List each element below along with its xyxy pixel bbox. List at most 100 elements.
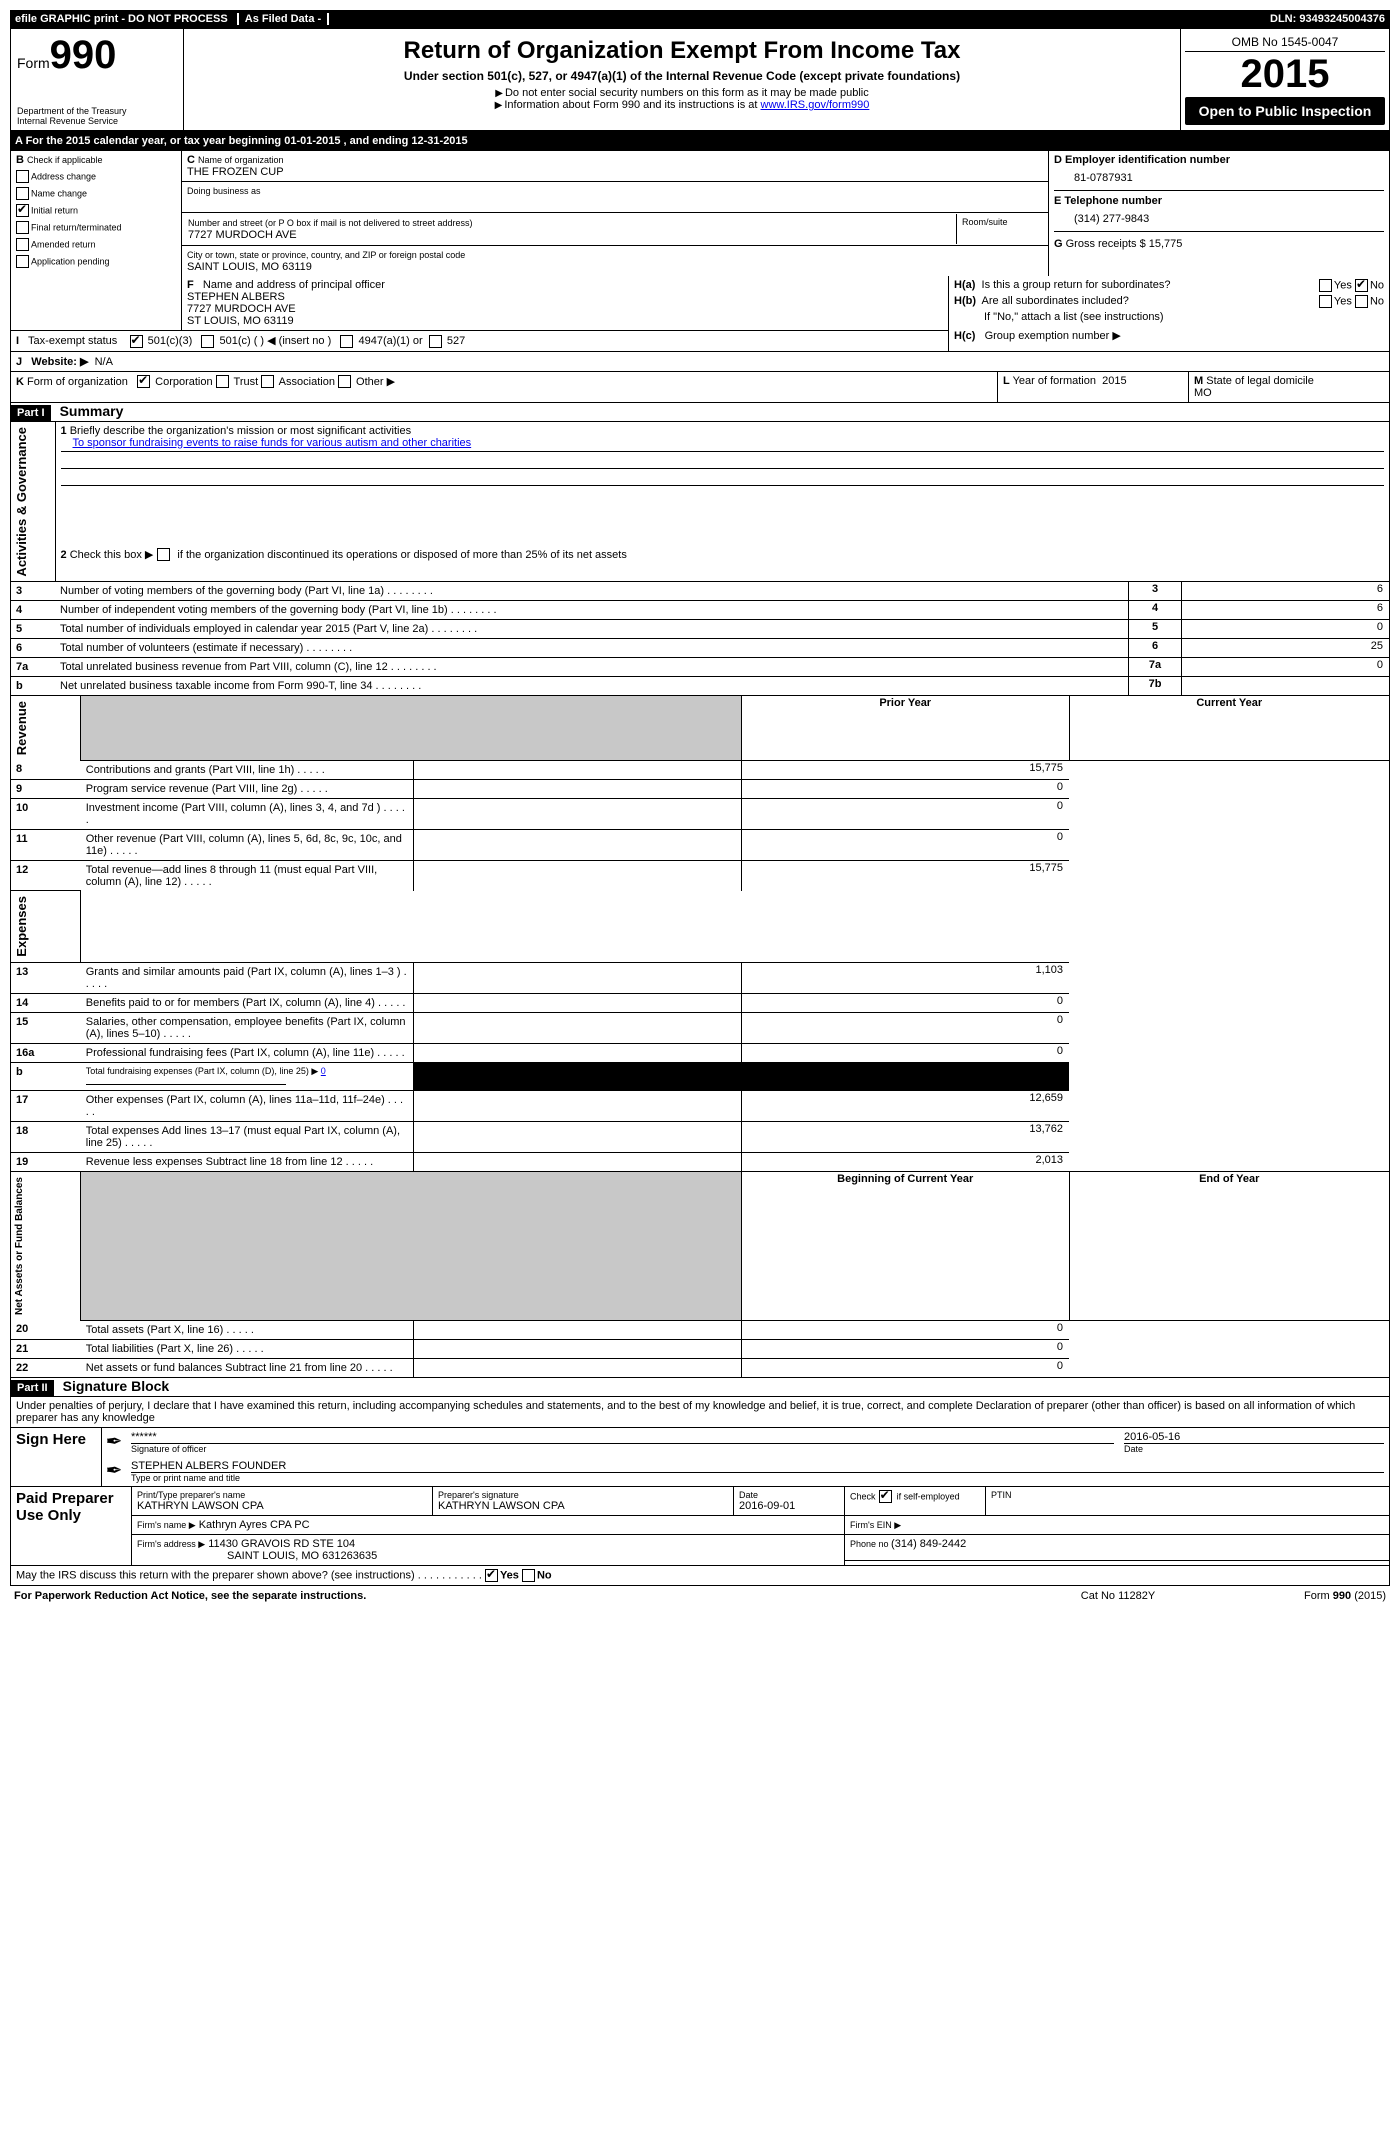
- curr-val: 15,775: [741, 860, 1069, 891]
- row-num: 21: [11, 1339, 81, 1358]
- b-checkbox[interactable]: [16, 187, 29, 200]
- may-no: No: [537, 1569, 552, 1581]
- row-code: 3: [1129, 582, 1182, 601]
- part2-title: Signature Block: [57, 1378, 170, 1394]
- k-checkbox[interactable]: [137, 375, 150, 388]
- section-c-name: C Name of organization THE FROZEN CUP: [182, 151, 1049, 182]
- row-val: 6: [1182, 582, 1390, 601]
- hdr-end: End of Year: [1069, 1172, 1390, 1321]
- ha-no-chk[interactable]: [1355, 279, 1368, 292]
- dba-row: Doing business as: [182, 182, 1049, 213]
- phone-l: Phone no: [850, 1539, 891, 1549]
- may-yes-chk[interactable]: [485, 1569, 498, 1582]
- row-num: 19: [11, 1153, 81, 1172]
- firm-addr2: SAINT LOUIS, MO 631263635: [137, 1550, 377, 1562]
- prior-val: [413, 860, 741, 891]
- self-emp-chk[interactable]: [879, 1490, 892, 1503]
- curr-val: 1,103: [741, 963, 1069, 994]
- l2-chk[interactable]: [157, 548, 170, 561]
- k-checkbox[interactable]: [261, 375, 274, 388]
- row-text: Total revenue—add lines 8 through 11 (mu…: [81, 860, 413, 891]
- city: SAINT LOUIS, MO 63119: [187, 261, 312, 273]
- row-text: Other expenses (Part IX, column (A), lin…: [81, 1091, 413, 1122]
- l-text: Year of formation: [1013, 375, 1096, 387]
- prep-c4b: if self-employed: [897, 1491, 960, 1501]
- i-501c3-chk[interactable]: [130, 335, 143, 348]
- b-item-label: Initial return: [31, 205, 78, 215]
- may-yes: Yes: [500, 1569, 519, 1581]
- row-num: 7a: [11, 658, 56, 677]
- header-left: Form990 Department of the Treasury Inter…: [11, 29, 184, 131]
- hb-label: H(b): [954, 295, 976, 307]
- topbar-mid: As Filed Data -: [237, 13, 329, 25]
- prep-sig: KATHRYN LAWSON CPA: [438, 1500, 728, 1512]
- m-text: State of legal domicile: [1206, 375, 1314, 387]
- street-label: Number and street (or P O box if mail is…: [188, 218, 472, 228]
- fin-row: 10 Investment income (Part VIII, column …: [11, 798, 1390, 829]
- fin-row: 14 Benefits paid to or for members (Part…: [11, 994, 1390, 1013]
- footer-row: For Paperwork Reduction Act Notice, see …: [10, 1586, 1390, 1606]
- year-formation: 2015: [1102, 375, 1126, 387]
- city-row: City or town, state or province, country…: [182, 246, 1049, 277]
- i-label: I: [16, 335, 19, 347]
- i-501c-chk[interactable]: [201, 335, 214, 348]
- k-checkbox[interactable]: [338, 375, 351, 388]
- b-checkbox[interactable]: [16, 221, 29, 234]
- omb: OMB No 1545-0047: [1185, 33, 1385, 52]
- b-checkbox[interactable]: [16, 170, 29, 183]
- section-m: M State of legal domicile MO: [1189, 372, 1390, 403]
- k-checkbox[interactable]: [216, 375, 229, 388]
- row-num: 20: [11, 1320, 81, 1339]
- officer-sig-label: Type or print name and title: [131, 1472, 1384, 1483]
- i-4947-chk[interactable]: [340, 335, 353, 348]
- may-no-chk[interactable]: [522, 1569, 535, 1582]
- prior-val: [413, 1013, 741, 1044]
- j-label: J: [16, 356, 22, 368]
- fin-row: 9 Program service revenue (Part VIII, li…: [11, 779, 1390, 798]
- row-num: b: [11, 677, 56, 696]
- row-code: 4: [1129, 601, 1182, 620]
- prior-val: [413, 1122, 741, 1153]
- l1-text: Briefly describe the organization's miss…: [70, 425, 411, 437]
- b-checkbox[interactable]: [16, 255, 29, 268]
- header-right: OMB No 1545-0047 2015 Open to Public Ins…: [1181, 29, 1390, 131]
- hb-yes-chk[interactable]: [1319, 295, 1332, 308]
- section-k: K Form of organization Corporation Trust…: [11, 372, 998, 403]
- header-mid: Return of Organization Exempt From Incom…: [184, 29, 1181, 131]
- ptin-label: PTIN: [986, 1487, 1390, 1516]
- ein: 81-0787931: [1054, 166, 1384, 190]
- officer-sig-name: STEPHEN ALBERS FOUNDER: [131, 1460, 1384, 1472]
- row-val: 0: [1182, 658, 1390, 677]
- row-code: 5: [1129, 620, 1182, 639]
- row-num: 6: [11, 639, 56, 658]
- fin-row: 18 Total expenses Add lines 13–17 (must …: [11, 1122, 1390, 1153]
- curr-val: 0: [741, 1339, 1069, 1358]
- b-item: Initial return: [16, 204, 176, 217]
- firm-addr1: 11430 GRAVOIS RD STE 104: [208, 1538, 355, 1550]
- b-checkbox[interactable]: [16, 204, 29, 217]
- i-527-chk[interactable]: [429, 335, 442, 348]
- fin-row: 22 Net assets or fund balances Subtract …: [11, 1358, 1390, 1377]
- top-bar: efile GRAPHIC print - DO NOT PROCESS As …: [10, 10, 1390, 28]
- lineA-end: 12-31-2015: [411, 135, 467, 147]
- hb-no-chk[interactable]: [1355, 295, 1368, 308]
- j-text: Website: ▶: [31, 356, 88, 368]
- b-item: Amended return: [16, 238, 176, 251]
- fundraising-exp-link[interactable]: 0: [321, 1066, 326, 1076]
- part1-title: Summary: [54, 403, 124, 419]
- b-item: Final return/terminated: [16, 221, 176, 234]
- lineA-prefix: A For the 2015 calendar year, or tax yea…: [15, 135, 284, 147]
- k-opt-label: Other ▶: [353, 376, 395, 388]
- row-val: 6: [1182, 601, 1390, 620]
- row-text: Benefits paid to or for members (Part IX…: [81, 994, 413, 1013]
- gross-receipts: 15,775: [1149, 238, 1183, 250]
- sign-date-label: Date: [1124, 1443, 1384, 1454]
- b-checkbox[interactable]: [16, 238, 29, 251]
- ha-yes-chk[interactable]: [1319, 279, 1332, 292]
- form-footer: Form 990 (2015): [1222, 1586, 1390, 1606]
- irs-link[interactable]: www.IRS.gov/form990: [761, 99, 870, 111]
- row-text: Program service revenue (Part VIII, line…: [81, 779, 413, 798]
- mission-link[interactable]: To sponsor fundraising events to raise f…: [73, 437, 472, 449]
- exp-b-label: Total fundraising expenses (Part IX, col…: [86, 1066, 319, 1076]
- k-opt-label: Trust: [231, 376, 262, 388]
